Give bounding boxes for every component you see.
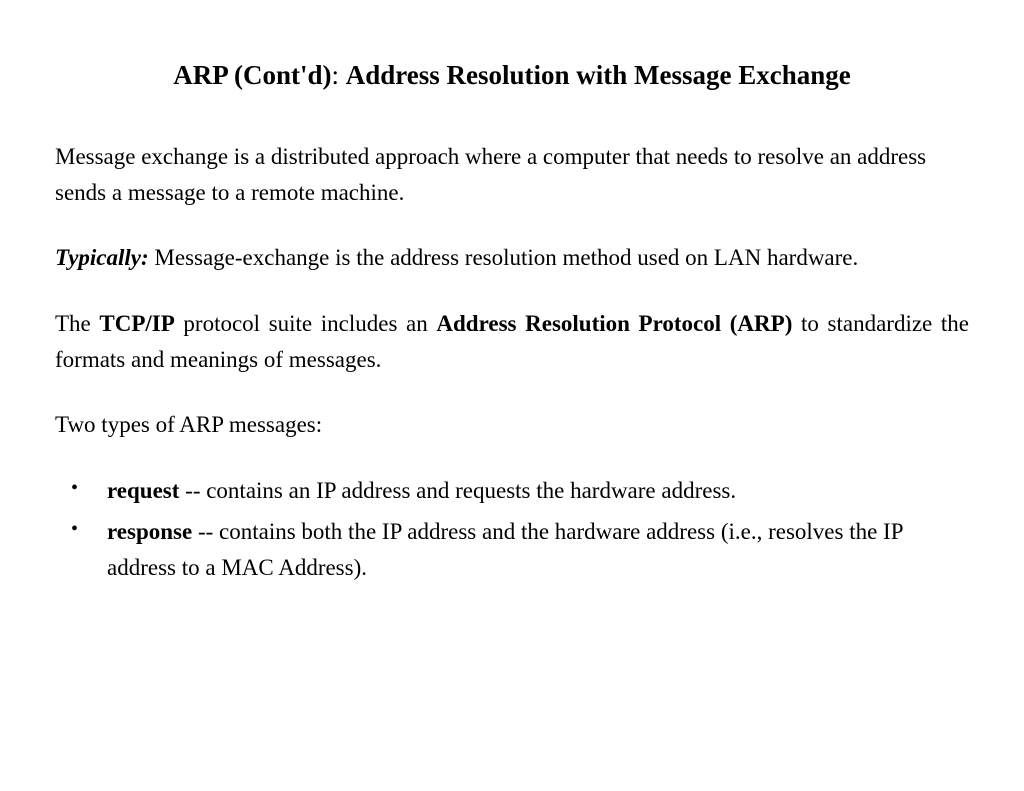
paragraph-2-rest: Message-exchange is the address resoluti… [149,245,859,270]
arp-message-list: request -- contains an IP address and re… [65,473,969,586]
p3-tcpip: TCP/IP [99,311,174,336]
paragraph-4: Two types of ARP messages: [55,407,969,443]
list-item: request -- contains an IP address and re… [65,473,969,509]
title-part2: Address Resolution with Message Exchange [346,60,851,90]
paragraph-1: Message exchange is a distributed approa… [55,139,969,210]
p3-arp: Address Resolution Protocol (ARP) [436,311,792,336]
title-part1: ARP (Cont'd) [173,60,331,90]
p3-t1: The [55,311,99,336]
bullet-rest: -- contains both the IP address and the … [107,519,903,580]
p3-t2: protocol suite includes an [175,311,437,336]
slide-title: ARP (Cont'd): Address Resolution with Me… [55,60,969,91]
typically-label: Typically: [55,245,149,270]
slide-page: ARP (Cont'd): Address Resolution with Me… [0,0,1024,586]
paragraph-3: The TCP/IP protocol suite includes an Ad… [55,306,969,377]
bullet-term: response [107,519,192,544]
title-separator: : [331,60,345,90]
list-item: response -- contains both the IP address… [65,514,969,585]
paragraph-2: Typically: Message-exchange is the addre… [55,240,969,276]
bullet-term: request [107,478,179,503]
bullet-rest: -- contains an IP address and requests t… [179,478,736,503]
